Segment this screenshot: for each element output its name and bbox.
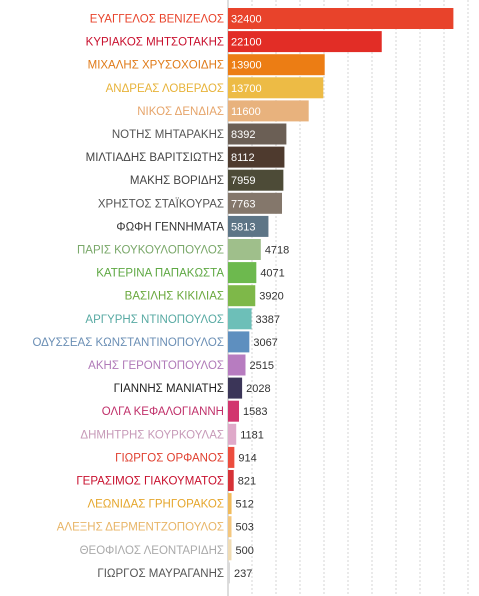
bar — [228, 308, 252, 330]
value-label: 13900 — [231, 60, 262, 72]
bar — [228, 100, 309, 122]
category-label: ΝΙΚΟΣ ΔΕΝΔΙΑΣ — [137, 106, 224, 118]
value-label: 2515 — [249, 360, 273, 372]
category-label: ΝΟΤΗΣ ΜΗΤΑΡΑΚΗΣ — [112, 129, 224, 141]
value-label: 500 — [235, 545, 253, 557]
category-label: ΟΛΓΑ ΚΕΦΑΛΟΓΙΑΝΝΗ — [102, 406, 224, 418]
bar — [228, 493, 232, 515]
category-label: ΓΙΩΡΓΟΣ ΜΑΥΡΑΓΑΝΗΣ — [97, 568, 224, 580]
bar — [228, 239, 261, 260]
category-label: ΓΕΡΑΣΙΜΟΣ ΓΙΑΚΟΥΜΑΤΟΣ — [76, 476, 224, 488]
bar — [228, 354, 246, 376]
value-label: 5813 — [231, 221, 255, 233]
value-label: 3387 — [256, 314, 280, 326]
bar — [228, 8, 454, 29]
value-label: 7763 — [231, 198, 255, 210]
value-labels: 32400 22100 13900 13700 11600 8392 8112 7959 776… — [231, 14, 289, 580]
bar — [228, 470, 234, 491]
bar — [228, 400, 240, 422]
bar — [228, 446, 235, 468]
category-label: ΓΙΩΡΓΟΣ ΟΡΦΑΝΟΣ — [115, 452, 224, 464]
category-label: ΚΑΤΕΡΙΝΑ ΠΑΠΑΚΩΣΤΑ — [96, 268, 224, 280]
category-label: ΛΕΩΝΙΔΑΣ ΓΡΗΓΟΡΑΚΟΣ — [87, 499, 224, 511]
category-label: ΓΙΑΝΝΗΣ ΜΑΝΙΑΤΗΣ — [114, 383, 224, 395]
value-label: 32400 — [231, 14, 262, 26]
value-label: 237 — [234, 568, 252, 580]
category-label: ΕΥΑΓΓΕΛΟΣ ΒΕΝΙΖΕΛΟΣ — [90, 14, 224, 26]
value-label: 914 — [238, 452, 256, 464]
category-label: ΜΙΧΑΛΗΣ ΧΡΥΣΟΧΟΙΔΗΣ — [88, 60, 224, 72]
value-label: 821 — [238, 476, 256, 488]
category-label: ΟΔΥΣΣΕΑΣ ΚΩΝΣΤΑΝΤΙΝΟΠΟΥΛΟΣ — [32, 337, 224, 349]
category-label: ΒΑΣΙΛΗΣ ΚΙΚΙΛΙΑΣ — [125, 291, 224, 303]
category-label: ΔΗΜΗΤΡΗΣ ΚΟΥΡΚΟΥΛΑΣ — [80, 429, 224, 441]
value-label: 8392 — [231, 129, 255, 141]
bar — [228, 377, 243, 399]
value-label: 512 — [236, 499, 254, 511]
bars — [228, 8, 454, 584]
bar — [228, 123, 287, 145]
category-label: ΑΝΔΡΕΑΣ ΛΟΒΕΡΔΟΣ — [106, 83, 224, 95]
bar — [228, 285, 256, 307]
value-label: 2028 — [246, 383, 270, 395]
bar — [228, 539, 232, 561]
gridlines — [227, 0, 469, 596]
category-label: ΚΥΡΙΑΚΟΣ ΜΗΤΣΟΤΑΚΗΣ — [86, 37, 224, 49]
category-label: ΑΚΗΣ ΓΕΡΟΝΤΟΠΟΥΛΟΣ — [88, 360, 224, 372]
bar — [228, 146, 285, 168]
value-label: 13700 — [231, 83, 262, 95]
bar — [228, 54, 325, 76]
bar — [228, 77, 324, 99]
value-label: 7959 — [231, 175, 255, 187]
bar — [228, 262, 257, 284]
bar — [228, 331, 250, 353]
value-label: 8112 — [231, 152, 255, 164]
bar — [228, 192, 283, 214]
bar — [228, 562, 230, 584]
value-label: 22100 — [231, 37, 262, 49]
value-label: 503 — [235, 522, 253, 534]
bar — [228, 516, 232, 538]
value-label: 4718 — [265, 245, 289, 257]
value-label: 1181 — [240, 429, 264, 441]
category-label: ΠΑΡΙΣ ΚΟΥΚΟΥΛΟΠΟΥΛΟΣ — [77, 245, 224, 257]
value-label: 4071 — [260, 268, 284, 280]
value-label: 3920 — [259, 291, 283, 303]
category-label: ΘΕΟΦΙΛΟΣ ΛΕΟΝΤΑΡΙΔΗΣ — [80, 545, 224, 557]
value-label: 11600 — [231, 106, 261, 118]
category-label: ΜΙΛΤΙΑΔΗΣ ΒΑΡΙΤΣΙΩΤΗΣ — [86, 152, 224, 164]
category-label: ΧΡΗΣΤΟΣ ΣΤΑΪΚΟΥΡΑΣ — [98, 198, 224, 210]
category-label: ΦΩΦΗ ΓΕΝΝΗΜΑΤΑ — [116, 221, 224, 233]
bar — [228, 215, 269, 237]
category-label: ΑΡΓΥΡΗΣ ΝΤΙΝΟΠΟΥΛΟΣ — [85, 314, 224, 326]
bar — [228, 423, 237, 445]
category-label: ΑΛΕΞΗΣ ΔΕΡΜΕΝΤΖΟΠΟΥΛΟΣ — [57, 522, 224, 534]
category-labels: ΕΥΑΓΓΕΛΟΣ ΒΕΝΙΖΕΛΟΣ ΚΥΡΙΑΚΟΣ ΜΗΤΣΟΤΑΚΗΣ ΜΙ… — [32, 14, 224, 580]
value-label: 3067 — [253, 337, 277, 349]
bar — [228, 169, 284, 191]
bar — [228, 31, 382, 53]
value-label: 1583 — [243, 406, 267, 418]
category-label: ΜΑΚΗΣ ΒΟΡΙΔΗΣ — [130, 175, 224, 187]
